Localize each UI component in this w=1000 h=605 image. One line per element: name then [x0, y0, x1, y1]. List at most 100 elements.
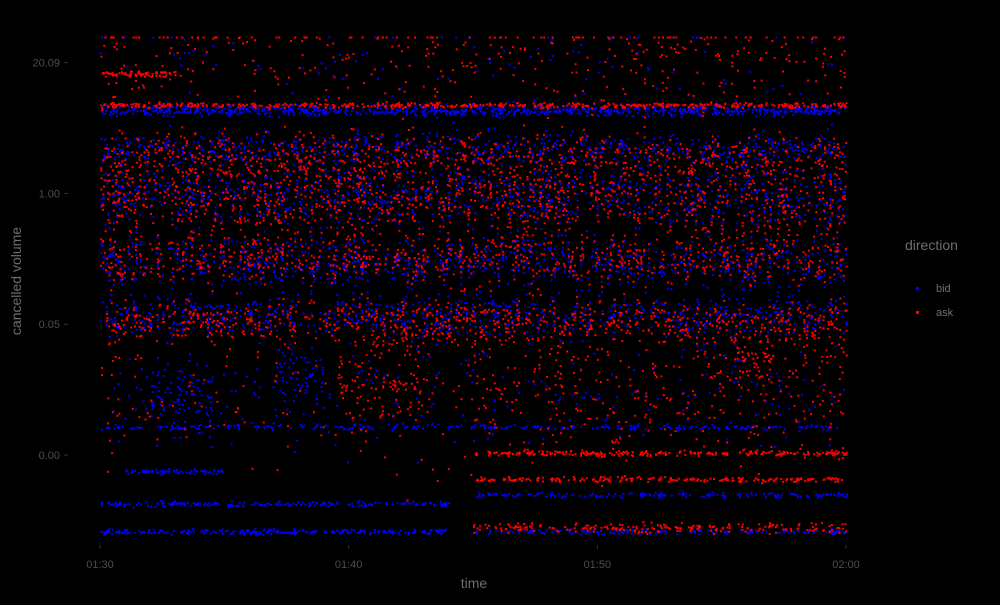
- point-bid: [313, 281, 315, 283]
- point-bid: [303, 207, 305, 209]
- point-bid: [325, 330, 327, 332]
- point-bid: [599, 295, 601, 297]
- point-bid: [546, 197, 548, 199]
- point-bid: [231, 278, 233, 280]
- point-bid: [807, 112, 809, 114]
- point-bid: [539, 244, 541, 246]
- point-bid: [598, 264, 600, 266]
- point-bid: [402, 145, 404, 147]
- point-bid: [398, 185, 400, 187]
- point-bid: [501, 248, 503, 250]
- point-bid: [440, 308, 442, 310]
- point-bid: [172, 302, 174, 304]
- point-bid: [143, 145, 145, 147]
- point-bid: [306, 385, 308, 387]
- point-bid: [627, 138, 629, 140]
- point-bid: [356, 112, 358, 114]
- point-bid: [529, 256, 531, 258]
- point-bid: [295, 304, 297, 306]
- point-bid: [543, 330, 545, 332]
- point-bid: [388, 531, 390, 533]
- point-bid: [613, 110, 615, 112]
- point-bid: [692, 196, 694, 198]
- point-bid: [134, 532, 136, 534]
- point-bid: [808, 270, 810, 272]
- point-bid: [788, 393, 790, 395]
- point-bid: [353, 530, 355, 532]
- point-bid: [367, 291, 369, 293]
- point-bid: [697, 345, 699, 347]
- point-bid: [149, 323, 151, 325]
- point-bid: [132, 113, 134, 115]
- point-bid: [486, 199, 488, 201]
- point-bid: [472, 242, 474, 244]
- point-bid: [295, 371, 297, 373]
- point-bid: [228, 106, 230, 108]
- point-bid: [215, 206, 217, 208]
- point-bid: [160, 413, 162, 415]
- point-bid: [562, 247, 564, 249]
- point-bid: [767, 278, 769, 280]
- point-bid: [284, 270, 286, 272]
- point-bid: [415, 105, 417, 107]
- point-bid: [252, 155, 254, 157]
- point-bid: [567, 200, 569, 202]
- point-bid: [130, 294, 132, 296]
- point-bid: [354, 240, 356, 242]
- point-bid: [621, 140, 623, 142]
- point-bid: [421, 272, 423, 274]
- point-bid: [474, 314, 476, 316]
- point-bid: [735, 199, 737, 201]
- point-bid: [128, 395, 130, 397]
- point-bid: [237, 188, 239, 190]
- point-bid: [181, 315, 183, 317]
- point-bid: [477, 135, 479, 137]
- point-bid: [358, 505, 360, 507]
- point-bid: [840, 182, 842, 184]
- point-bid: [116, 115, 118, 117]
- point-bid: [247, 530, 249, 532]
- point-bid: [488, 128, 490, 130]
- point-bid: [684, 185, 686, 187]
- point-bid: [148, 190, 150, 192]
- point-bid: [562, 109, 564, 111]
- point-bid: [192, 528, 194, 530]
- point-bid: [197, 307, 199, 309]
- point-bid: [807, 321, 809, 323]
- point-bid: [310, 113, 312, 115]
- point-bid: [515, 142, 517, 144]
- point-bid: [424, 329, 426, 331]
- point-bid: [794, 179, 796, 181]
- point-bid: [257, 211, 259, 213]
- point-bid: [546, 178, 548, 180]
- point-bid: [310, 290, 312, 292]
- point-bid: [135, 408, 137, 410]
- point-bid: [221, 164, 223, 166]
- point-bid: [293, 400, 295, 402]
- point-bid: [274, 152, 276, 154]
- point-bid: [750, 236, 752, 238]
- point-bid: [109, 336, 111, 338]
- point-bid: [155, 469, 157, 471]
- point-bid: [344, 324, 346, 326]
- point-bid: [164, 369, 166, 371]
- point-bid: [152, 372, 154, 374]
- point-bid: [510, 140, 512, 142]
- point-bid: [269, 155, 271, 157]
- point-bid: [475, 326, 477, 328]
- point-bid: [589, 202, 591, 204]
- point-bid: [468, 270, 470, 272]
- point-bid: [471, 182, 473, 184]
- point-bid: [607, 206, 609, 208]
- point-bid: [799, 217, 801, 219]
- point-bid: [256, 368, 258, 370]
- point-bid: [410, 112, 412, 114]
- point-bid: [466, 332, 468, 334]
- point-bid: [126, 312, 128, 314]
- point-bid: [329, 109, 331, 111]
- point-bid: [102, 112, 104, 114]
- point-bid: [574, 109, 576, 111]
- point-bid: [541, 206, 543, 208]
- point-bid: [460, 300, 462, 302]
- point-bid: [514, 111, 516, 113]
